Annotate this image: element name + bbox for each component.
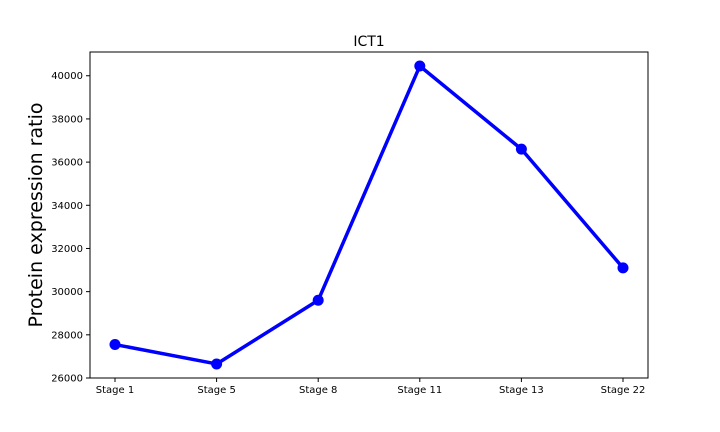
- data-point: [211, 358, 223, 370]
- series-line: [114, 64, 625, 366]
- y-tick-label: 32000: [51, 244, 83, 255]
- x-tick-label: Stage 11: [397, 385, 442, 396]
- y-tick-label: 34000: [51, 201, 83, 212]
- data-point: [414, 60, 426, 72]
- y-tick-label: 40000: [51, 71, 83, 82]
- data-point: [312, 294, 324, 306]
- y-tick-label: 38000: [51, 114, 83, 125]
- chart-title: ICT1: [353, 34, 384, 50]
- plot-frame: [89, 51, 649, 379]
- x-tick-label: Stage 13: [499, 385, 544, 396]
- y-tick-label: 30000: [51, 287, 83, 298]
- data-point: [515, 143, 527, 155]
- y-tick-label: 36000: [51, 158, 83, 169]
- y-tick-label: 26000: [51, 374, 83, 385]
- x-tick-label: Stage 8: [299, 385, 337, 396]
- y-axis-label: Protein expression ratio: [25, 103, 47, 328]
- plot-area: 26000 28000 30000 32000 34000 36000 38000 40000…: [51, 51, 649, 396]
- y-tick-label: 28000: [51, 330, 83, 341]
- x-tick-label: Stage 5: [197, 385, 235, 396]
- x-tick-label: Stage 1: [96, 385, 134, 396]
- data-point: [109, 339, 121, 351]
- x-tick-label: Stage 22: [601, 385, 646, 396]
- data-point: [617, 262, 629, 274]
